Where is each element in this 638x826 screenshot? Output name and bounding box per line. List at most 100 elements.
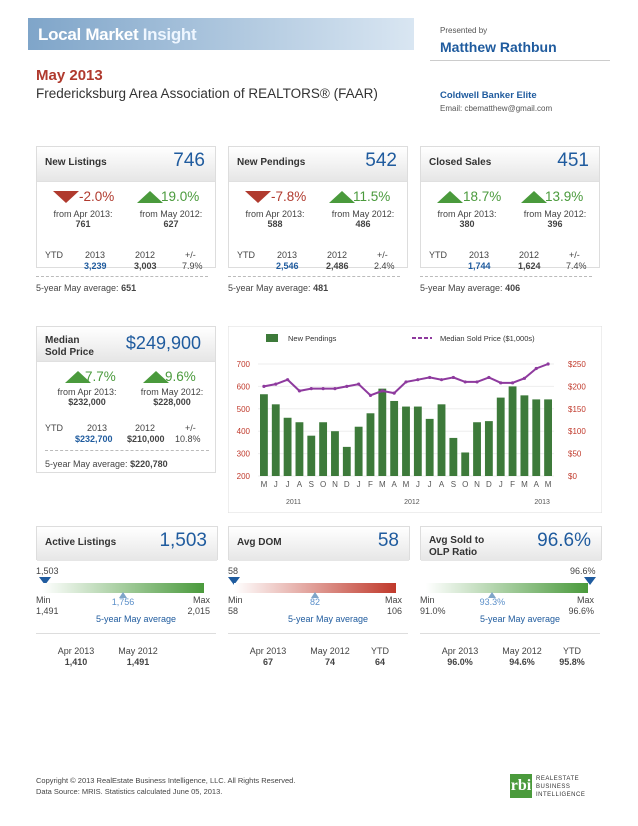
year-label: 2012 — [404, 499, 420, 506]
ytd-value2: 1,624 — [518, 261, 541, 271]
from-label: from Apr 2013: — [245, 209, 305, 219]
median-title: Median — [45, 335, 80, 346]
line-point — [499, 381, 503, 385]
bar — [520, 395, 529, 476]
ytd-label: YTD — [45, 250, 63, 260]
bar — [307, 435, 316, 476]
compare-value: 74 — [324, 657, 335, 667]
compare-label: Apr 2013 — [441, 646, 479, 656]
ytd-year1: 2013 — [85, 250, 106, 260]
year-label: 2011 — [286, 499, 301, 506]
card-title: New Pendings — [237, 157, 306, 168]
average-marker-icon — [311, 592, 319, 598]
x-tick: J — [499, 480, 503, 489]
average-value: 1,756 — [111, 597, 135, 607]
from-value: 380 — [459, 219, 475, 229]
ytd-value1: 3,239 — [84, 261, 107, 271]
ytd-year2: 2012 — [519, 250, 540, 260]
x-tick: O — [462, 480, 468, 489]
line-point — [451, 375, 455, 380]
agent-email[interactable]: Email: cbematthew@gmail.com — [440, 104, 553, 113]
gauge-marker-label: 58 — [228, 566, 239, 576]
y-right-tick: $0 — [568, 472, 577, 481]
from-label: from Apr 2013: — [57, 387, 117, 397]
up-arrow-icon — [437, 191, 463, 203]
rbi-logo-icon: rbi — [510, 774, 532, 798]
compare-value: 95.8% — [559, 657, 585, 667]
median-title-2: Sold Price — [45, 347, 94, 358]
line-point — [333, 387, 337, 391]
rbi-logo-text: REALESTATE BUSINESS INTELLIGENCE — [536, 776, 586, 798]
avg-label: 5-year May average: — [420, 283, 503, 293]
line-point — [510, 381, 515, 385]
gauge-bar — [426, 583, 588, 593]
x-tick: A — [534, 480, 540, 489]
min-value: 1,491 — [36, 606, 59, 616]
compare-label: YTD — [563, 646, 581, 656]
change-year: 19.0% — [161, 189, 200, 204]
ytd-pm: +/- — [185, 423, 196, 433]
ytd-year1: 2013 — [469, 250, 490, 260]
line-point — [274, 382, 278, 386]
line-point — [487, 375, 491, 380]
gauge-bar — [234, 583, 396, 593]
gauge-value: 1,503 — [159, 530, 207, 551]
line-point — [309, 387, 313, 391]
x-tick: A — [297, 480, 303, 489]
ytd-value2: 2,486 — [326, 261, 349, 271]
x-tick: J — [286, 480, 290, 489]
compare-label: YTD — [371, 646, 389, 656]
max-label: Max — [384, 595, 402, 605]
avg-value: 651 — [121, 283, 137, 293]
compare-label: Apr 2013 — [57, 646, 95, 656]
x-tick: J — [428, 480, 432, 489]
from-label: from May 2012: — [523, 209, 587, 219]
legend-bar-swatch — [266, 334, 278, 342]
bar — [413, 406, 422, 476]
bar — [508, 386, 517, 476]
gauge-marker-label: 96.6% — [570, 566, 596, 576]
x-tick: M — [521, 480, 528, 489]
line-point — [321, 387, 325, 391]
ytd-value1: $232,700 — [75, 434, 113, 444]
min-label: Min — [36, 595, 51, 605]
from-value: $232,000 — [68, 397, 106, 407]
bar — [342, 446, 351, 476]
gauge-title-2: OLP Ratio — [429, 547, 478, 558]
line-point — [357, 382, 361, 386]
gauge-card: Avg Sold to OLP Ratio 96.6% — [420, 526, 602, 561]
bar — [354, 426, 363, 476]
bar — [484, 421, 493, 476]
ytd-pm-value: 2.4% — [374, 261, 395, 271]
association-name: Fredericksburg Area Association of REALT… — [36, 86, 378, 101]
ytd-pm: +/- — [569, 250, 580, 260]
y-right-tick: $250 — [568, 360, 586, 369]
from-value: $228,000 — [153, 397, 191, 407]
change-year: 11.5% — [353, 189, 391, 204]
line-point — [380, 389, 384, 393]
ytd-year1: 2013 — [87, 423, 108, 433]
max-value: 96.6% — [568, 606, 594, 616]
change-month: -2.0% — [79, 189, 115, 204]
report-month: May 2013 — [36, 67, 103, 84]
x-tick: F — [510, 480, 515, 489]
x-tick: S — [451, 480, 456, 489]
x-tick: F — [368, 480, 373, 489]
from-value: 627 — [163, 219, 179, 229]
year-label: 2013 — [534, 499, 550, 506]
x-tick: O — [320, 480, 326, 489]
y-right-tick: $200 — [568, 382, 586, 391]
bar — [532, 399, 541, 476]
avg-label: 5-year May average: — [228, 283, 311, 293]
from-label: from Apr 2013: — [53, 209, 113, 219]
bar — [461, 452, 470, 476]
up-arrow-icon — [521, 191, 547, 203]
ytd-value2: $210,000 — [127, 434, 165, 444]
bar — [449, 437, 458, 476]
average-label: 5-year May average — [479, 614, 561, 624]
average-label: 5-year May average — [287, 614, 369, 624]
y-left-tick: 700 — [237, 360, 251, 369]
y-right-tick: $50 — [568, 450, 582, 459]
marker-down-triangle-icon — [39, 577, 52, 585]
x-tick: A — [391, 480, 397, 489]
